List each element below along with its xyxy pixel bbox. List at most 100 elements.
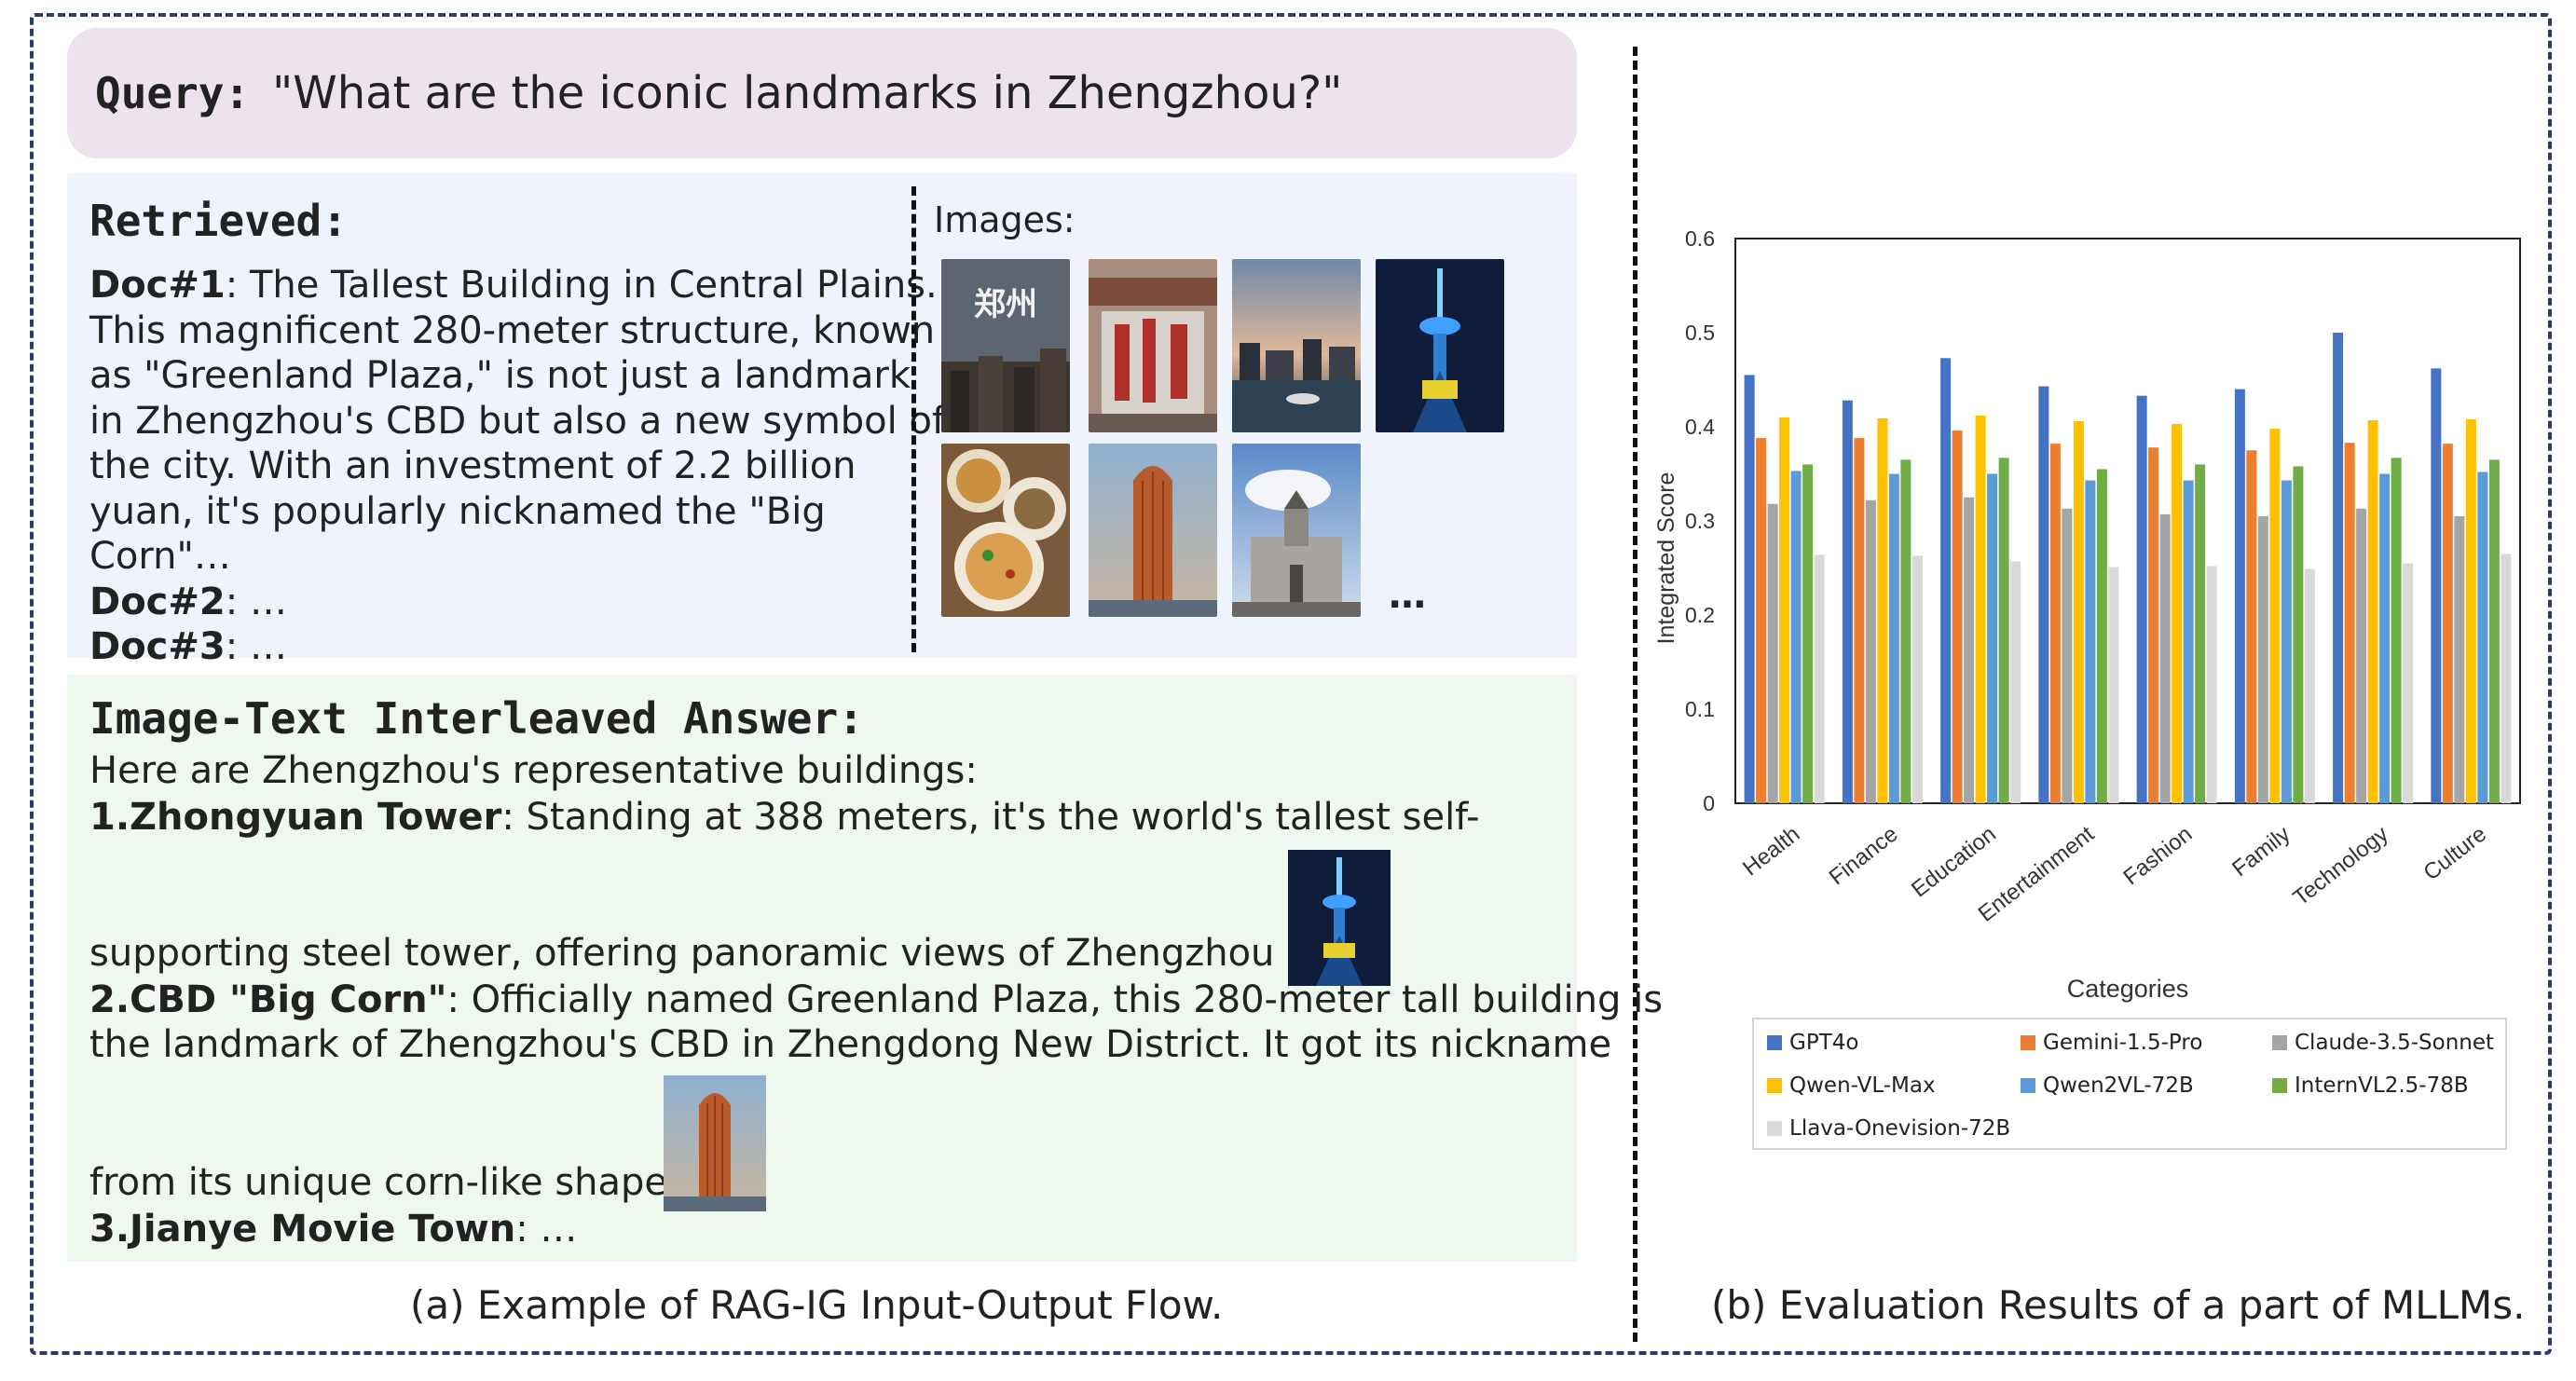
answer-item3-label: 3.Jianye Movie Town bbox=[89, 1208, 516, 1251]
bar bbox=[2442, 444, 2453, 803]
x-axis-title: Categories bbox=[2067, 975, 2189, 1003]
doc1: Doc#1: The Tallest Building in Central P… bbox=[89, 263, 947, 580]
y-tick-label: 0.4 bbox=[1685, 415, 1715, 439]
x-tick-label: Health bbox=[1738, 821, 1804, 881]
legend-label: Gemini-1.5-Pro bbox=[2043, 1031, 2203, 1055]
bar bbox=[2073, 420, 2084, 803]
legend-item: Llava-Onevision-72B bbox=[1767, 1116, 2010, 1141]
bar bbox=[2062, 508, 2073, 803]
zhengzhou-monument-image bbox=[1089, 259, 1217, 432]
bar bbox=[1964, 497, 1975, 803]
bar bbox=[1854, 438, 1865, 803]
bar bbox=[1940, 358, 1952, 803]
legend-swatch bbox=[2021, 1078, 2035, 1093]
bar bbox=[2293, 466, 2304, 803]
zhengzhou-sign-image: 郑州 bbox=[941, 259, 1070, 432]
bar bbox=[1767, 503, 1778, 803]
bar bbox=[2038, 386, 2049, 803]
big-corn-building-image bbox=[1089, 444, 1217, 617]
x-tick-label: Culture bbox=[2418, 821, 2491, 885]
query-text: "What are the iconic landmarks in Zhengz… bbox=[272, 67, 1343, 119]
legend-item: Qwen-VL-Max bbox=[1767, 1073, 1936, 1098]
bar bbox=[2234, 389, 2245, 803]
answer-item3-text: : … bbox=[515, 1208, 578, 1251]
y-tick-label: 0.6 bbox=[1685, 226, 1715, 251]
retrieved-panel: Retrieved: Doc#1: The Tallest Building i… bbox=[67, 173, 1577, 668]
answer-item3-line: 3.Jianye Movie Town: … bbox=[89, 1208, 577, 1251]
legend-label: GPT4o bbox=[1789, 1031, 1859, 1055]
answer-item2-text-a: : Officially named Greenland Plaza, this… bbox=[446, 978, 1664, 1021]
doc1-text: : The Tallest Building in Central Plains… bbox=[89, 264, 946, 578]
bar bbox=[2403, 563, 2414, 803]
doc2-label: Doc#2 bbox=[89, 580, 226, 623]
bar bbox=[2367, 419, 2378, 803]
bar bbox=[2049, 444, 2061, 803]
bar bbox=[1911, 555, 1923, 803]
answer-panel: Image-Text Interleaved Answer: Here are … bbox=[67, 675, 1663, 1262]
y-tick-label: 0 bbox=[1703, 791, 1715, 815]
doc3-label: Doc#3 bbox=[89, 625, 226, 668]
x-tick-label: Technology bbox=[2289, 821, 2393, 910]
doc2: Doc#2: … bbox=[89, 580, 947, 625]
bar bbox=[2465, 418, 2476, 803]
bar bbox=[2269, 429, 2281, 803]
bar bbox=[2136, 395, 2147, 803]
legend-label: InternVL2.5-78B bbox=[2295, 1073, 2469, 1098]
answer-item1-line2: supporting steel tower, offering panoram… bbox=[89, 932, 1361, 975]
query-box: Query: "What are the iconic landmarks in… bbox=[67, 28, 1577, 158]
bar bbox=[2391, 458, 2402, 803]
bar bbox=[1814, 554, 1825, 803]
bar bbox=[2148, 447, 2159, 803]
answer-item2-line2: the landmark of Zhengzhou's CBD in Zheng… bbox=[89, 1023, 1612, 1066]
bar bbox=[1975, 415, 1986, 803]
legend-item: Qwen2VL-72B bbox=[2021, 1073, 2194, 1098]
doc3: Doc#3: … bbox=[89, 624, 947, 670]
bar bbox=[2344, 443, 2355, 803]
bar bbox=[2379, 473, 2391, 803]
bar bbox=[2085, 480, 2096, 803]
bar bbox=[1744, 375, 1755, 803]
doc2-text: : … bbox=[225, 580, 287, 623]
bar-chart: 0 0.1 0.2 0.3 0.4 0.5 0.6 Health Finance Educatio… bbox=[1653, 226, 2521, 1003]
panel-divider bbox=[1633, 47, 1637, 1342]
bar bbox=[1802, 464, 1814, 803]
bar bbox=[2195, 464, 2206, 803]
retrieved-separator bbox=[911, 186, 916, 652]
bar bbox=[1900, 459, 1911, 803]
bar bbox=[2108, 567, 2119, 803]
legend-label: Qwen2VL-72B bbox=[2043, 1073, 2194, 1098]
bar bbox=[2010, 561, 2021, 803]
answer-item2-label: 2.CBD "Big Corn" bbox=[89, 978, 447, 1021]
bar bbox=[2304, 568, 2315, 803]
bar bbox=[2096, 469, 2107, 803]
legend-item: GPT4o bbox=[1767, 1031, 1858, 1055]
legend-swatch bbox=[1767, 1121, 1782, 1136]
answer-item1-label: 1.Zhongyuan Tower bbox=[89, 796, 502, 839]
svg-text:郑州: 郑州 bbox=[974, 286, 1037, 323]
images-more: … bbox=[1389, 574, 1426, 617]
x-tick-label: Family bbox=[2227, 821, 2295, 882]
y-tick-label: 0.1 bbox=[1685, 697, 1715, 721]
bar bbox=[2172, 423, 2183, 803]
bar bbox=[2183, 480, 2194, 803]
y-tick-label: 0.3 bbox=[1685, 509, 1715, 533]
legend-swatch bbox=[1767, 1035, 1782, 1050]
legend-swatch bbox=[2272, 1035, 2287, 1050]
answer-item2-line3: from its unique corn-like shape. bbox=[89, 1161, 679, 1204]
answer-title: Image-Text Interleaved Answer: bbox=[89, 693, 864, 744]
bar bbox=[1877, 417, 1888, 803]
bar bbox=[1790, 471, 1802, 803]
bar bbox=[1756, 438, 1767, 803]
movie-town-castle-image bbox=[1232, 444, 1361, 617]
legend-item: Claude-3.5-Sonnet bbox=[2272, 1031, 2494, 1055]
bar bbox=[1998, 458, 2009, 803]
legend-item: Gemini-1.5-Pro bbox=[2021, 1031, 2202, 1055]
query-label: Query: bbox=[95, 68, 251, 118]
figure-frame bbox=[30, 13, 2552, 1355]
answer-item2-line1: 2.CBD "Big Corn": Officially named Green… bbox=[89, 978, 1663, 1021]
caption-right: (b) Evaluation Results of a part of MLLM… bbox=[1711, 1282, 2526, 1328]
y-tick-label: 0.2 bbox=[1685, 603, 1715, 627]
big-corn-inline-image bbox=[664, 1075, 766, 1211]
legend-swatch bbox=[2021, 1035, 2035, 1050]
bar bbox=[2454, 515, 2465, 803]
